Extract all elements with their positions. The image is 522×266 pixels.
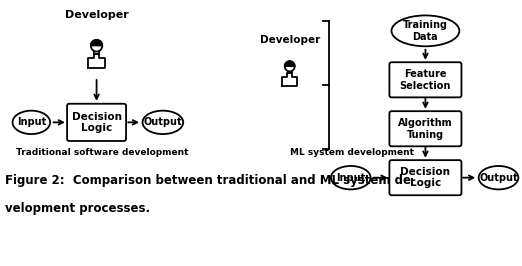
- Text: Input: Input: [17, 117, 46, 127]
- Ellipse shape: [143, 111, 183, 134]
- FancyBboxPatch shape: [389, 160, 461, 195]
- Text: velopment processes.: velopment processes.: [5, 202, 150, 215]
- FancyBboxPatch shape: [389, 111, 461, 146]
- Text: Output: Output: [479, 173, 518, 183]
- Polygon shape: [282, 73, 297, 86]
- Polygon shape: [88, 54, 105, 69]
- Text: Output: Output: [144, 117, 182, 127]
- Text: Developer: Developer: [259, 35, 320, 45]
- Ellipse shape: [392, 15, 459, 46]
- FancyBboxPatch shape: [389, 62, 461, 97]
- Polygon shape: [91, 40, 102, 46]
- Text: Algorithm
Tuning: Algorithm Tuning: [398, 118, 453, 140]
- Text: Developer: Developer: [65, 10, 128, 20]
- Text: ML system development: ML system development: [290, 148, 414, 157]
- Text: Training
Data: Training Data: [403, 20, 448, 42]
- Circle shape: [91, 40, 102, 52]
- Text: Decision
Logic: Decision Logic: [400, 167, 450, 189]
- Text: Feature
Selection: Feature Selection: [400, 69, 451, 91]
- Text: Decision
Logic: Decision Logic: [72, 111, 122, 133]
- Text: Figure 2:  Comparison between traditional and ML system de-: Figure 2: Comparison between traditional…: [5, 174, 416, 188]
- Text: Traditional software development: Traditional software development: [16, 148, 188, 157]
- Ellipse shape: [331, 166, 371, 189]
- Polygon shape: [284, 61, 295, 66]
- Circle shape: [284, 61, 295, 71]
- FancyBboxPatch shape: [67, 104, 126, 141]
- Polygon shape: [94, 51, 99, 54]
- Ellipse shape: [13, 111, 50, 134]
- Ellipse shape: [479, 166, 518, 189]
- Polygon shape: [288, 71, 292, 73]
- Text: Input: Input: [336, 173, 365, 183]
